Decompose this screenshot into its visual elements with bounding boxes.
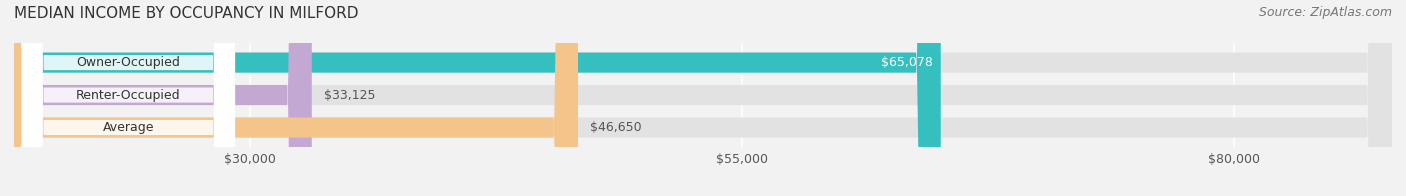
Text: Source: ZipAtlas.com: Source: ZipAtlas.com bbox=[1258, 6, 1392, 19]
FancyBboxPatch shape bbox=[14, 0, 578, 196]
Text: Renter-Occupied: Renter-Occupied bbox=[76, 89, 180, 102]
FancyBboxPatch shape bbox=[14, 0, 1392, 196]
FancyBboxPatch shape bbox=[21, 0, 235, 196]
Text: $33,125: $33,125 bbox=[325, 89, 375, 102]
Text: MEDIAN INCOME BY OCCUPANCY IN MILFORD: MEDIAN INCOME BY OCCUPANCY IN MILFORD bbox=[14, 6, 359, 21]
Text: $65,078: $65,078 bbox=[882, 56, 934, 69]
FancyBboxPatch shape bbox=[14, 0, 941, 196]
FancyBboxPatch shape bbox=[14, 0, 1392, 196]
Text: $46,650: $46,650 bbox=[591, 121, 643, 134]
Text: Owner-Occupied: Owner-Occupied bbox=[76, 56, 180, 69]
FancyBboxPatch shape bbox=[14, 0, 312, 196]
FancyBboxPatch shape bbox=[21, 0, 235, 196]
Text: Average: Average bbox=[103, 121, 155, 134]
FancyBboxPatch shape bbox=[21, 0, 235, 196]
FancyBboxPatch shape bbox=[14, 0, 1392, 196]
